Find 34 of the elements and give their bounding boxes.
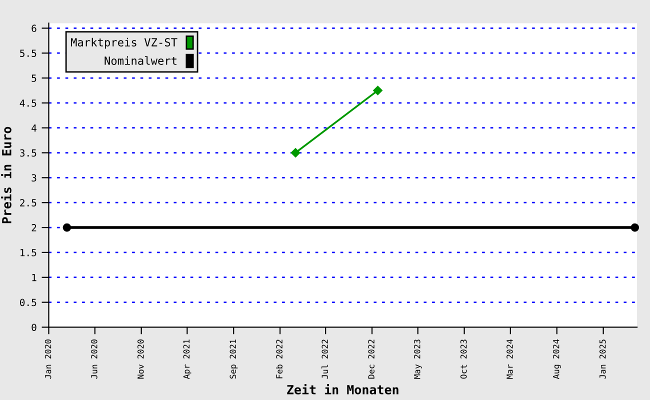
x-tick-label: Jun 2020: [91, 340, 98, 379]
y-tick-label: 5: [32, 74, 36, 82]
x-tick-label: Feb 2022: [276, 340, 282, 378]
y-tick-label: 6: [32, 24, 36, 32]
legend-label: Nominalwert: [104, 56, 176, 65]
y-tick-label: 2: [32, 224, 36, 232]
x-tick-label: Jan 2025: [599, 340, 606, 379]
point: [62, 223, 72, 232]
x-tick-label: Jan 2020: [44, 340, 52, 379]
x-tick-label: Apr 2021: [183, 340, 192, 379]
y-tick-label: 1.5: [20, 249, 36, 256]
y-tick-label: 4.5: [20, 100, 36, 107]
y-tick-label: 1: [32, 274, 36, 282]
y-tick-label: 4: [32, 124, 36, 132]
y-tick-label: 3: [32, 174, 36, 182]
x-tick-label: Oct 2023: [460, 340, 467, 379]
y-tick-label: 3.5: [20, 149, 36, 157]
point: [373, 86, 382, 96]
x-tick-label: Mar 2024: [506, 339, 513, 379]
x-tick-label: Nov 2020: [137, 340, 144, 379]
y-tick-label: 5.5: [20, 50, 36, 57]
x-tick-label: Sep 2021: [230, 340, 238, 379]
legend-label: Marktpreis VZ-ST: [70, 38, 178, 49]
x-tick-label: May 2023: [414, 340, 422, 379]
point: [290, 148, 300, 158]
x-tick-label: Jul 2022: [322, 340, 328, 379]
y-tick-label: 0.5: [20, 298, 36, 306]
x-tick-label: Aug 2024: [552, 339, 561, 379]
y-axis-title: Preis in Euro: [1, 126, 12, 224]
x-tick-label: Dec 2022: [368, 340, 374, 379]
y-tick-label: 0: [32, 324, 36, 332]
x-axis-title: Zeit in Monaten: [287, 384, 398, 394]
y-tick-label: 2.5: [20, 199, 36, 206]
point: [630, 223, 640, 232]
